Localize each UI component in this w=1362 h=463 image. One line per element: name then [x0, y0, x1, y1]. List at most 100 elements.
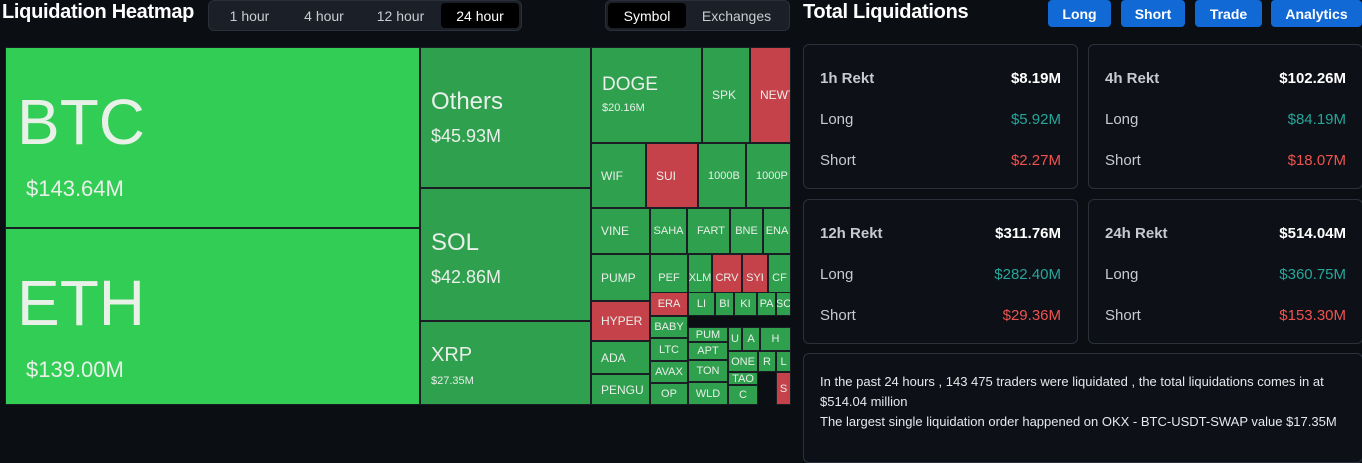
- heatmap-tile-xrp[interactable]: XRP $27.35M: [420, 321, 591, 405]
- tile-symbol: PENGU: [601, 382, 644, 397]
- card-label: 12h Rekt: [820, 225, 883, 242]
- short-value: $29.36M: [1002, 307, 1061, 324]
- view-exchanges[interactable]: Exchanges: [701, 7, 772, 24]
- heatmap-tile-r[interactable]: R: [758, 351, 776, 372]
- tile-symbol: ADA: [601, 350, 626, 365]
- heatmap-tile-era[interactable]: ERA: [650, 292, 688, 316]
- long-label: Long: [1105, 266, 1139, 283]
- heatmap-tile-op[interactable]: OP: [650, 383, 688, 405]
- heatmap-tile-wif[interactable]: WIF: [591, 143, 646, 208]
- tile-symbol: SC: [776, 298, 791, 310]
- heatmap-tile-btc[interactable]: BTC $143.64M: [5, 47, 420, 228]
- heatmap-tile-a[interactable]: A: [742, 327, 760, 351]
- heatmap-tile-fart[interactable]: FART: [687, 208, 730, 254]
- tile-symbol: DOGE: [602, 74, 658, 95]
- tile-symbol: OP: [661, 388, 677, 400]
- tile-symbol: APT: [697, 345, 719, 357]
- heatmap-tile-pengu[interactable]: PENGU: [591, 374, 650, 405]
- heatmap-tile-saha[interactable]: SAHA: [650, 208, 687, 254]
- long-label: Long: [1105, 111, 1139, 128]
- time-filter-24h[interactable]: 24 hour: [441, 3, 519, 28]
- tile-value: $45.93M: [431, 126, 502, 146]
- short-button[interactable]: Short: [1121, 0, 1185, 27]
- time-filter-1h[interactable]: 1 hour: [229, 7, 270, 24]
- rekt-card-1h: 1h Rekt $8.19M Long $5.92M Short $2.27M: [803, 44, 1078, 189]
- heatmap-tile-h[interactable]: H: [760, 327, 791, 351]
- rekt-card-4h: 4h Rekt $102.26M Long $84.19M Short $18.07M: [1088, 44, 1362, 189]
- heatmap-tile-ki[interactable]: KI: [734, 292, 757, 316]
- time-filter-12h[interactable]: 12 hour: [376, 7, 425, 24]
- tile-symbol: SPK: [712, 88, 737, 102]
- trade-button[interactable]: Trade: [1195, 0, 1262, 27]
- heatmap-tile-sol[interactable]: SOL $42.86M: [420, 188, 591, 321]
- long-value: $84.19M: [1287, 111, 1346, 128]
- heatmap-tile-ton[interactable]: TON: [688, 360, 728, 382]
- card-total: $8.19M: [1010, 70, 1061, 87]
- tile-symbol: NEWT: [760, 88, 790, 102]
- heatmap-tile-one[interactable]: ONE: [728, 351, 758, 372]
- heatmap-tile-1000p[interactable]: 1000P: [746, 143, 791, 208]
- heatmap-tile-tao[interactable]: TAO: [728, 372, 758, 385]
- tile-symbol: SAHA: [653, 225, 684, 237]
- heatmap-tile-wld[interactable]: WLD: [688, 382, 728, 405]
- heatmap-tile-l[interactable]: L: [776, 351, 791, 372]
- time-filter-4h[interactable]: 4 hour: [304, 7, 344, 24]
- card-label: 4h Rekt: [1105, 70, 1160, 87]
- heatmap-tile-c[interactable]: C: [728, 385, 758, 405]
- tile-symbol: 1000P: [756, 169, 788, 182]
- long-value: $5.92M: [1010, 111, 1061, 128]
- tile-symbol: S: [779, 382, 788, 395]
- heatmap-tile-li[interactable]: LI: [688, 292, 715, 316]
- tile-symbol: R: [763, 355, 771, 368]
- heatmap-tile-ltc[interactable]: LTC: [650, 338, 688, 361]
- heatmap-tile-newt[interactable]: NEWT: [750, 47, 791, 143]
- card-total: $311.76M: [995, 225, 1061, 242]
- heatmap-tile-ada[interactable]: ADA: [591, 341, 650, 374]
- tile-symbol: VINE: [601, 224, 630, 238]
- tile-symbol: PUM: [695, 328, 721, 341]
- heatmap-tile-ena[interactable]: ENA: [763, 208, 791, 254]
- heatmap-tile-pum[interactable]: PUM: [688, 327, 728, 342]
- heatmap-tile-pa[interactable]: PA: [757, 292, 776, 316]
- long-value: $360.75M: [1279, 266, 1346, 283]
- total-liquidations-title: Total Liquidations: [803, 1, 969, 23]
- card-label: 1h Rekt: [820, 70, 875, 87]
- tile-symbol: AVAX: [655, 366, 683, 378]
- heatmap-tile-sui[interactable]: SUI: [646, 143, 698, 208]
- heatmap-tile-doge[interactable]: DOGE $20.16M: [591, 47, 702, 143]
- heatmap-tile-avax[interactable]: AVAX: [650, 361, 688, 383]
- liquidation-heatmap: BTC $143.64M ETH $139.00M Others $45.93M SOL $4…: [5, 47, 791, 405]
- heatmap-tile-bne[interactable]: BNE: [730, 208, 763, 254]
- heatmap-tile-1000b[interactable]: 1000B: [698, 143, 746, 208]
- tile-symbol: PEF: [658, 271, 680, 284]
- analytics-button[interactable]: Analytics: [1271, 0, 1362, 27]
- tile-symbol: BNE: [735, 225, 758, 237]
- tile-symbol: SUI: [656, 168, 677, 183]
- tile-symbol: TON: [696, 365, 720, 377]
- heatmap-tile-hyper[interactable]: HYPER: [591, 301, 650, 341]
- heatmap-tile-others[interactable]: Others $45.93M: [420, 47, 591, 188]
- heatmap-tile-baby[interactable]: BABY: [650, 316, 688, 338]
- tile-symbol: KI: [740, 298, 751, 310]
- tile-symbol: Others: [431, 88, 504, 115]
- heatmap-tile-s[interactable]: S: [776, 372, 791, 405]
- heatmap-tile-vine[interactable]: VINE: [591, 208, 650, 254]
- tile-symbol: BTC: [17, 86, 145, 158]
- heatmap-tile-sc[interactable]: SC: [776, 292, 791, 316]
- tile-symbol: WIF: [601, 168, 623, 183]
- tile-value: $42.86M: [431, 267, 502, 287]
- card-label: 24h Rekt: [1105, 225, 1168, 242]
- tile-symbol: HYPER: [601, 314, 643, 328]
- card-total: $102.26M: [1279, 70, 1346, 87]
- summary-line-2: The largest single liquidation order hap…: [820, 414, 1337, 429]
- long-button[interactable]: Long: [1048, 0, 1111, 27]
- heatmap-tile-spk[interactable]: SPK: [702, 47, 750, 143]
- heatmap-tile-pump[interactable]: PUMP: [591, 254, 650, 301]
- heatmap-tile-u[interactable]: U: [728, 327, 742, 351]
- tile-symbol: ENA: [765, 225, 789, 237]
- heatmap-tile-apt[interactable]: APT: [688, 342, 728, 360]
- tile-symbol: XLM: [688, 271, 712, 284]
- heatmap-tile-eth[interactable]: ETH $139.00M: [5, 228, 420, 405]
- view-symbol[interactable]: Symbol: [608, 3, 686, 28]
- heatmap-tile-bi[interactable]: BI: [715, 292, 734, 316]
